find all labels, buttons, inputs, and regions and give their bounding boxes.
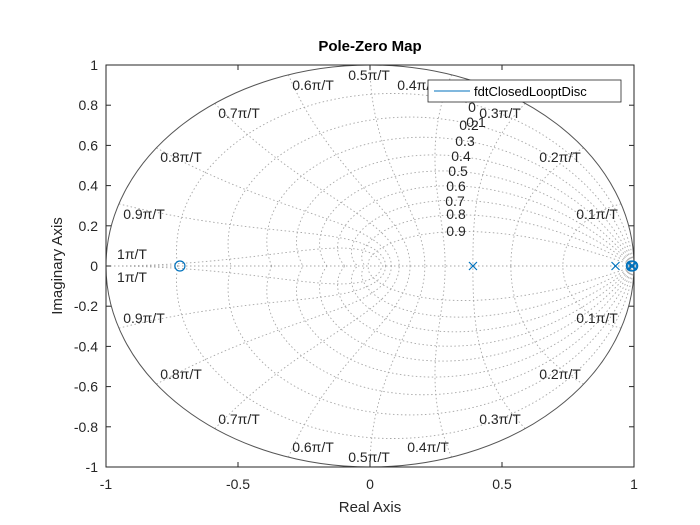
frequency-label-lower: 0.7π/T xyxy=(218,411,260,427)
zero-marker xyxy=(627,260,639,272)
damping-label: 0.7 xyxy=(445,193,465,209)
frequency-label-lower: 0.5π/T xyxy=(348,449,390,465)
damping-curve xyxy=(337,265,634,347)
frequency-curve xyxy=(434,74,452,267)
frequency-curve xyxy=(214,103,400,267)
frequency-label-upper: 0.6π/T xyxy=(292,77,334,93)
frequency-curve xyxy=(118,203,387,267)
frequency-label-upper: 0.2π/T xyxy=(539,149,581,165)
damping-curve xyxy=(227,116,634,267)
damping-label: 0 xyxy=(468,99,476,115)
pole-stroke xyxy=(611,261,620,271)
frequency-label-upper: 0.3π/T xyxy=(479,105,521,121)
frequency-label-lower: 0.6π/T xyxy=(292,439,334,455)
pole-zero-markers xyxy=(174,260,639,272)
legend-box xyxy=(427,79,622,103)
chart-title: Pole-Zero Map xyxy=(318,38,421,55)
frequency-label-upper: 0.1π/T xyxy=(576,206,618,222)
y-axis-label: Imaginary Axis xyxy=(49,217,66,315)
damping-curve xyxy=(296,154,634,267)
damping-label: 0.3 xyxy=(455,133,475,149)
x-tick-label: 0.5 xyxy=(492,476,512,492)
damping-curve xyxy=(176,93,634,267)
y-tick-label: -0.8 xyxy=(74,419,98,435)
legend-entry: fdtClosedLooptDisc xyxy=(474,84,587,99)
frequency-curve xyxy=(156,265,392,385)
damping-curve xyxy=(296,265,634,378)
frequency-label-lower: 0.2π/T xyxy=(539,366,581,382)
frequency-curve xyxy=(510,265,584,385)
damping-label: 0.8 xyxy=(446,206,466,222)
frequency-label-lower: 0.4π/T xyxy=(407,439,449,455)
frequency-label-lower: 1π/T xyxy=(117,269,147,285)
x-tick-label: 1 xyxy=(630,476,638,492)
zero-marker xyxy=(174,260,186,272)
zgrid-labels: 00.10.20.30.40.50.60.70.80.9 0.1π/T 0.2π/T… xyxy=(117,67,618,465)
y-tick-label: 0.6 xyxy=(79,137,99,153)
damping-curve xyxy=(176,265,634,439)
frequency-curve xyxy=(214,265,400,429)
frequency-label-upper: 0.7π/T xyxy=(218,105,260,121)
frequency-curve xyxy=(562,203,622,267)
frequency-curve xyxy=(472,265,526,429)
damping-label: 0.4 xyxy=(451,148,471,164)
y-tick-label: -0.2 xyxy=(74,298,98,314)
y-tick-label: 1 xyxy=(90,57,98,73)
damping-label: 0.5 xyxy=(448,163,468,179)
x-tick-label: -1 xyxy=(100,476,113,492)
damping-curve xyxy=(266,265,634,396)
frequency-curve xyxy=(510,147,584,267)
frequency-label-lower: 0.3π/T xyxy=(479,411,521,427)
damping-label: 0.1 xyxy=(466,114,486,130)
frequency-label-upper: 0.9π/T xyxy=(123,206,165,222)
y-tick-label: 0.2 xyxy=(79,218,99,234)
frequency-curve xyxy=(562,265,622,329)
frequency-curve xyxy=(472,103,526,267)
y-tick-label: -1 xyxy=(86,459,99,475)
pole-marker xyxy=(611,261,620,271)
frequency-label-upper: 0.8π/T xyxy=(160,149,202,165)
y-tick-label: -0.4 xyxy=(74,338,98,354)
frequency-curve xyxy=(118,265,387,329)
damping-label: 0.2 xyxy=(459,117,479,133)
x-axis-label: Real Axis xyxy=(339,499,402,516)
damping-curve xyxy=(337,185,634,267)
frequency-label-lower: 0.9π/T xyxy=(123,310,165,326)
frequency-curve xyxy=(288,265,411,458)
damping-label: 0.6 xyxy=(446,178,466,194)
damping-label: 0.9 xyxy=(446,223,466,239)
frequency-curve xyxy=(288,74,411,267)
pole-stroke xyxy=(468,261,478,271)
legend: fdtClosedLooptDisc xyxy=(427,79,622,103)
damping-curve xyxy=(227,265,634,416)
frequency-label-upper: 0.5π/T xyxy=(348,67,390,83)
axes: -1 -0.5 0 0.5 1 1 0.8 0.6 0.4 0.2 0 -0.2 -0.4 -0.6 -0.… xyxy=(74,57,638,492)
frequency-curve xyxy=(156,147,392,267)
y-tick-label: 0 xyxy=(90,258,98,274)
y-tick-label: 0.8 xyxy=(79,97,99,113)
pole-marker xyxy=(468,261,478,271)
damping-curve xyxy=(266,136,634,267)
y-tick-label: -0.6 xyxy=(74,379,98,395)
x-tick-label: -0.5 xyxy=(226,476,250,492)
frequency-label-lower: 0.1π/T xyxy=(576,310,618,326)
zgrid xyxy=(106,65,634,467)
frequency-label-upper: 1π/T xyxy=(117,246,147,262)
frequency-curve xyxy=(434,265,452,458)
frequency-label-lower: 0.8π/T xyxy=(160,366,202,382)
y-tick-label: 0.4 xyxy=(79,178,99,194)
x-tick-label: 0 xyxy=(366,476,374,492)
